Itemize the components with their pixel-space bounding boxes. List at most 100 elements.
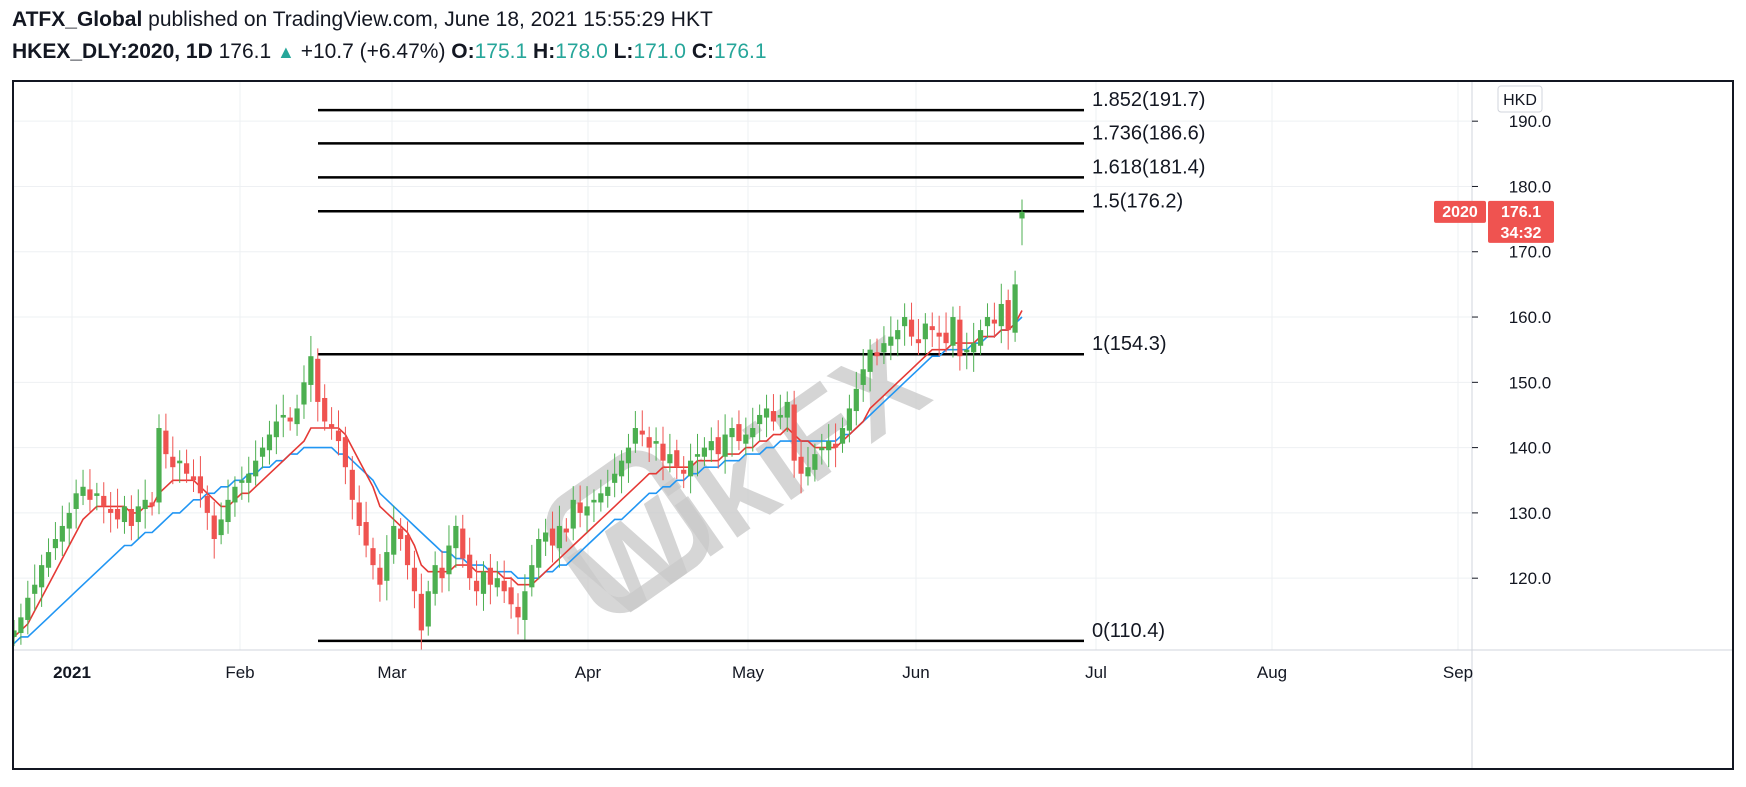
candle-body bbox=[170, 456, 176, 468]
candle-body bbox=[667, 454, 673, 464]
candle-body bbox=[694, 454, 701, 457]
candle-body bbox=[632, 428, 638, 444]
symbol-label: HKEX_DLY:2020, 1D bbox=[12, 40, 213, 63]
open-label: O: bbox=[451, 40, 475, 63]
y-tick-label: 130.0 bbox=[1509, 504, 1552, 523]
candle-body bbox=[625, 447, 632, 464]
axes: 120.0 130.0 140.0 150.0 160.0 170.0 180.0 190.0… bbox=[14, 82, 1732, 768]
candle-body bbox=[618, 460, 625, 477]
candle-body bbox=[605, 486, 611, 496]
candle-body bbox=[515, 606, 521, 618]
candle-body bbox=[418, 593, 424, 631]
candle-body bbox=[301, 382, 307, 405]
candle-body bbox=[563, 528, 569, 533]
fib-level-label: 1.852(191.7) bbox=[1092, 89, 1205, 111]
y-tick-label: 160.0 bbox=[1509, 308, 1552, 327]
candle-body bbox=[860, 369, 866, 385]
candle-body bbox=[791, 404, 797, 461]
published-text: published on TradingView.com, June 18, 2… bbox=[148, 8, 713, 31]
candle-body bbox=[674, 450, 680, 468]
candle-body bbox=[991, 319, 997, 324]
candle-body bbox=[708, 441, 714, 451]
candle-body bbox=[591, 499, 597, 503]
candle-body bbox=[280, 414, 286, 418]
price-badge: 2020 176.1 34:32 bbox=[1434, 200, 1554, 243]
candle-body bbox=[32, 584, 38, 594]
x-tick-label: 2021 bbox=[53, 663, 91, 682]
candle-body bbox=[763, 408, 770, 418]
candle-body bbox=[460, 528, 466, 559]
last-price: 176.1 bbox=[218, 40, 272, 63]
candle-body bbox=[335, 430, 342, 442]
candle-body bbox=[612, 473, 618, 483]
candle-body bbox=[805, 467, 811, 477]
candle-body bbox=[798, 456, 804, 474]
low-label: L: bbox=[613, 40, 634, 63]
candle-body bbox=[577, 502, 583, 513]
chart-frame[interactable]: WikiFX 1.852(191.7) 1.736(186.6) 1.618(181… bbox=[12, 80, 1734, 770]
publisher-name[interactable]: ATFX_Global bbox=[12, 8, 143, 31]
price-chart[interactable]: WikiFX 1.852(191.7) 1.736(186.6) 1.618(181… bbox=[14, 82, 1732, 768]
candle-body bbox=[308, 356, 314, 385]
x-tick-label: Apr bbox=[575, 663, 602, 682]
candle-body bbox=[315, 358, 321, 402]
candle-body bbox=[784, 401, 790, 418]
y-tick-label: 140.0 bbox=[1509, 439, 1552, 458]
candle-body bbox=[425, 591, 431, 627]
candle-body bbox=[391, 525, 397, 555]
candle-body bbox=[853, 388, 859, 412]
candle-body bbox=[453, 525, 459, 549]
candle-body bbox=[473, 580, 480, 592]
candle-body bbox=[681, 469, 687, 474]
candle-body bbox=[777, 414, 783, 418]
candle-body bbox=[149, 502, 155, 507]
candle-body bbox=[39, 565, 45, 588]
candle-body bbox=[370, 548, 376, 566]
candle-body bbox=[232, 486, 238, 503]
candle-body bbox=[660, 443, 666, 461]
candle-body bbox=[902, 317, 908, 327]
candle-body bbox=[1005, 300, 1011, 331]
candle-body bbox=[432, 565, 438, 594]
candle-body bbox=[957, 319, 963, 357]
currency-box bbox=[1497, 85, 1543, 113]
candle-body bbox=[294, 408, 300, 425]
candle-body bbox=[487, 567, 493, 585]
high-label: H: bbox=[533, 40, 556, 63]
candle-body bbox=[984, 317, 991, 327]
candle-body bbox=[812, 454, 818, 470]
candles bbox=[14, 199, 1025, 650]
candle-body bbox=[239, 480, 245, 483]
candle-body bbox=[135, 506, 141, 523]
candle-body bbox=[377, 567, 383, 585]
candle-body bbox=[556, 525, 563, 549]
candle-body bbox=[184, 463, 190, 474]
candle-body bbox=[1012, 284, 1018, 333]
candle-body bbox=[757, 414, 763, 425]
candle-body bbox=[349, 469, 355, 500]
candle-body bbox=[950, 317, 956, 346]
x-tick-label: Jul bbox=[1085, 663, 1107, 682]
candle-body bbox=[867, 349, 873, 372]
candle-body bbox=[922, 323, 928, 340]
candle-body bbox=[211, 515, 217, 540]
candle-body bbox=[94, 493, 100, 496]
candle-body bbox=[398, 528, 404, 540]
candle-body bbox=[536, 539, 542, 568]
candle-body bbox=[142, 499, 148, 509]
candle-body bbox=[59, 525, 65, 542]
x-tick-label: Feb bbox=[225, 663, 254, 682]
candle-body bbox=[701, 447, 708, 457]
candle-body bbox=[915, 339, 922, 344]
candle-body bbox=[80, 486, 86, 496]
fib-level-label: 1.736(186.6) bbox=[1092, 122, 1205, 144]
x-tick-label: Sep bbox=[1443, 663, 1473, 682]
candle-body bbox=[570, 499, 576, 529]
candle-body bbox=[964, 349, 970, 353]
watermark-layer: WikiFX bbox=[546, 313, 950, 646]
candle-body bbox=[404, 535, 411, 566]
candle-body bbox=[598, 493, 604, 503]
candle-body bbox=[259, 447, 266, 457]
fib-layer: 1.852(191.7) 1.736(186.6) 1.618(181.4) 1.5(… bbox=[318, 89, 1205, 643]
candle-body bbox=[584, 506, 590, 516]
